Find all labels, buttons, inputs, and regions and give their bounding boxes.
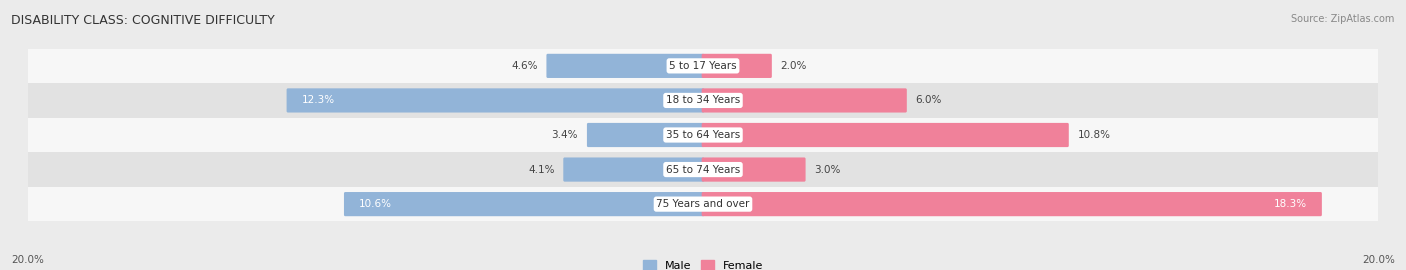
Text: 20.0%: 20.0% — [11, 255, 44, 265]
Text: 75 Years and over: 75 Years and over — [657, 199, 749, 209]
Text: 20.0%: 20.0% — [1362, 255, 1395, 265]
FancyBboxPatch shape — [547, 54, 704, 78]
Text: 2.0%: 2.0% — [780, 61, 807, 71]
FancyBboxPatch shape — [702, 54, 772, 78]
Text: 3.0%: 3.0% — [814, 164, 841, 175]
FancyBboxPatch shape — [28, 118, 1378, 152]
Text: 12.3%: 12.3% — [301, 95, 335, 106]
Text: 3.4%: 3.4% — [551, 130, 578, 140]
Text: 6.0%: 6.0% — [915, 95, 942, 106]
Text: DISABILITY CLASS: COGNITIVE DIFFICULTY: DISABILITY CLASS: COGNITIVE DIFFICULTY — [11, 14, 276, 26]
Text: 18.3%: 18.3% — [1274, 199, 1308, 209]
FancyBboxPatch shape — [702, 88, 907, 113]
FancyBboxPatch shape — [702, 157, 806, 182]
FancyBboxPatch shape — [28, 187, 1378, 221]
Legend: Male, Female: Male, Female — [643, 260, 763, 270]
Text: 10.6%: 10.6% — [359, 199, 392, 209]
Text: 5 to 17 Years: 5 to 17 Years — [669, 61, 737, 71]
FancyBboxPatch shape — [702, 123, 1069, 147]
FancyBboxPatch shape — [28, 83, 1378, 118]
Text: 18 to 34 Years: 18 to 34 Years — [666, 95, 740, 106]
Text: Source: ZipAtlas.com: Source: ZipAtlas.com — [1291, 14, 1395, 23]
FancyBboxPatch shape — [702, 192, 1322, 216]
Text: 35 to 64 Years: 35 to 64 Years — [666, 130, 740, 140]
Text: 10.8%: 10.8% — [1077, 130, 1111, 140]
FancyBboxPatch shape — [586, 123, 704, 147]
FancyBboxPatch shape — [28, 152, 1378, 187]
FancyBboxPatch shape — [344, 192, 704, 216]
Text: 65 to 74 Years: 65 to 74 Years — [666, 164, 740, 175]
FancyBboxPatch shape — [28, 49, 1378, 83]
FancyBboxPatch shape — [287, 88, 704, 113]
Text: 4.6%: 4.6% — [512, 61, 537, 71]
Text: 4.1%: 4.1% — [529, 164, 554, 175]
FancyBboxPatch shape — [564, 157, 704, 182]
